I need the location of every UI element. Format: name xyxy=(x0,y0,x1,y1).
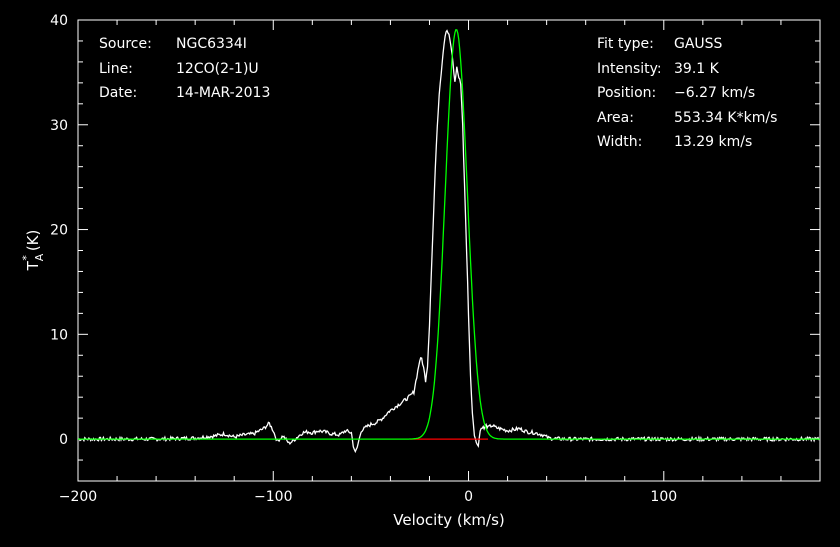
tick-labels: −200 −100 0 100 0 10 20 30 40 xyxy=(50,13,677,505)
y-axis-label: TA* (K) xyxy=(20,230,46,272)
y-tick-label: 40 xyxy=(50,13,68,29)
y-label-T: T xyxy=(24,260,42,271)
info-left-key: Line: xyxy=(99,60,133,77)
y-label-sub: A xyxy=(33,253,46,261)
x-tick-label: 100 xyxy=(650,489,677,505)
x-axis-label: Velocity (km/s) xyxy=(393,511,504,529)
info-right-key: Intensity: xyxy=(597,60,662,77)
info-left-value: 12CO(2-1)U xyxy=(176,60,259,77)
info-right-key: Width: xyxy=(597,134,643,150)
y-tick-label: 0 xyxy=(59,432,68,448)
info-right-value: −6.27 km/s xyxy=(674,85,756,101)
y-tick-label: 30 xyxy=(50,118,68,134)
gaussian-fit-line xyxy=(78,29,820,440)
info-right-key: Area: xyxy=(597,109,634,126)
x-tick-label: −100 xyxy=(254,489,292,505)
info-left-key: Source: xyxy=(99,36,152,52)
y-tick-label: 20 xyxy=(50,223,68,239)
y-axis-label-text: TA* (K) xyxy=(20,230,46,272)
info-left-key: Date: xyxy=(99,85,138,101)
info-right-key: Position: xyxy=(597,85,657,101)
x-tick-label: 0 xyxy=(464,489,473,505)
info-right-value: 13.29 km/s xyxy=(674,134,753,150)
curves xyxy=(77,29,821,454)
info-right-value: 39.1 K xyxy=(674,60,719,77)
info-right-value: GAUSS xyxy=(674,36,723,52)
x-tick-label: −200 xyxy=(59,489,97,505)
y-tick-label: 10 xyxy=(50,327,68,343)
y-label-unit: (K) xyxy=(24,230,42,252)
info-left-value: 14-MAR-2013 xyxy=(176,85,271,101)
info-left-value: NGC6334I xyxy=(176,36,247,52)
y-label-sup: * xyxy=(20,255,33,261)
info-right-value: 553.34 K*km/s xyxy=(674,109,778,126)
info-right-key: Fit type: xyxy=(597,36,654,52)
